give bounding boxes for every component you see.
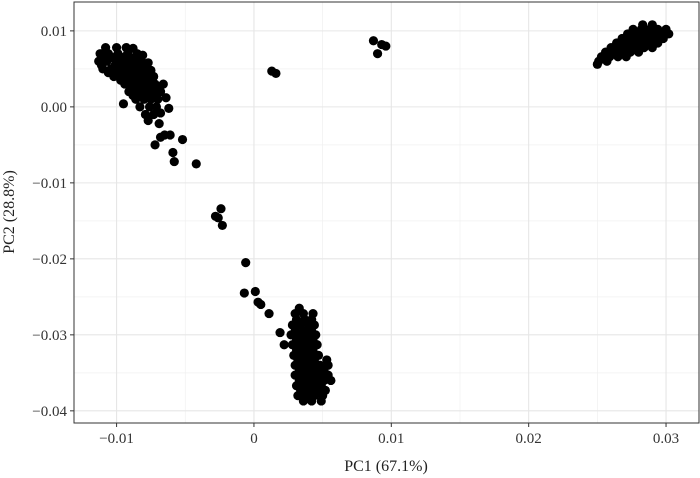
data-point-cluster-upper-left xyxy=(143,115,153,126)
data-point-cluster-upper-left xyxy=(135,102,145,112)
x-axis: −0.01 0 0.01 0.02 0.03 xyxy=(99,423,679,447)
data-point-cluster-upper-right xyxy=(621,52,631,62)
data-point-cluster-upper-left xyxy=(158,79,168,89)
data-point-cluster-upper-left xyxy=(164,103,174,113)
data-point-outliers xyxy=(256,299,266,310)
data-point-cluster-upper-left xyxy=(109,71,119,82)
data-point-cluster-bottom xyxy=(316,396,326,406)
data-point-cluster-upper-left xyxy=(146,94,156,104)
data-point-outliers xyxy=(271,68,281,79)
data-point-cluster-upper-left xyxy=(120,79,130,89)
data-point-outliers xyxy=(169,156,179,167)
data-point-outliers xyxy=(372,49,383,59)
data-point-cluster-upper-left xyxy=(131,94,141,104)
x-tick-label: 0 xyxy=(250,431,258,447)
x-tick-label: 0.01 xyxy=(378,431,404,447)
y-axis: 0.01 0.00 −0.01 −0.02 −0.03 −0.04 xyxy=(32,24,74,420)
data-point-cluster-upper-left xyxy=(153,94,163,104)
data-point-outliers xyxy=(381,41,391,51)
data-point-outliers xyxy=(168,147,178,158)
x-tick-label: −0.01 xyxy=(99,431,134,447)
data-point-cluster-upper-left xyxy=(149,109,159,120)
data-point-cluster-upper-right xyxy=(647,42,657,53)
data-point-cluster-upper-left xyxy=(155,108,166,118)
data-point-outliers xyxy=(264,308,274,319)
data-point-cluster-upper-right xyxy=(633,47,644,57)
x-tick-label: 0.03 xyxy=(653,431,679,447)
y-tick-label: −0.04 xyxy=(32,404,67,420)
panel-border xyxy=(73,1,700,424)
data-point-cluster-upper-right xyxy=(602,56,612,66)
y-axis-title: PC2 (28.8%) xyxy=(1,170,18,254)
data-point-cluster-upper-left xyxy=(139,94,149,104)
data-point-outliers xyxy=(241,258,251,268)
data-points xyxy=(94,20,674,406)
data-point-outliers xyxy=(165,130,175,140)
data-point-outliers xyxy=(368,36,379,46)
data-point-outliers xyxy=(213,213,223,223)
data-point-cluster-upper-left xyxy=(118,99,129,109)
y-tick-label: 0.01 xyxy=(41,24,67,40)
data-point-outliers xyxy=(239,288,249,298)
data-point-cluster-upper-left xyxy=(154,118,164,129)
data-point-outliers xyxy=(177,134,188,145)
data-point-cluster-bottom xyxy=(326,375,336,386)
x-axis-title: PC1 (67.1%) xyxy=(344,458,428,475)
data-point-outliers xyxy=(250,286,260,297)
data-point-cluster-bottom xyxy=(279,340,289,350)
data-point-outliers xyxy=(217,220,227,231)
gridlines xyxy=(74,2,699,423)
data-point-cluster-upper-right xyxy=(592,59,602,69)
data-point-cluster-bottom xyxy=(298,396,308,406)
data-point-outliers xyxy=(150,140,160,150)
data-point-cluster-upper-left xyxy=(144,102,155,112)
y-tick-label: −0.02 xyxy=(32,252,67,268)
data-point-cluster-upper-right xyxy=(613,52,623,62)
x-tick-label: 0.02 xyxy=(516,431,542,447)
y-tick-label: −0.01 xyxy=(32,176,67,192)
data-point-cluster-bottom xyxy=(307,396,317,406)
data-point-outliers xyxy=(216,204,226,214)
data-point-outliers xyxy=(191,159,201,169)
y-tick-label: 0.00 xyxy=(41,100,67,116)
y-tick-label: −0.03 xyxy=(32,328,67,344)
data-point-cluster-upper-left xyxy=(161,93,171,103)
data-point-outliers xyxy=(275,327,285,338)
